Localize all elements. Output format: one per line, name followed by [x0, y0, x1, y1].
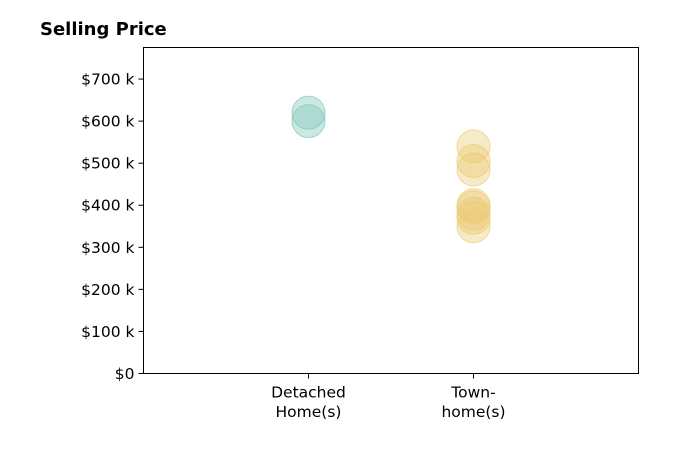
data-point-townhomes [456, 209, 491, 244]
data-point-detached [291, 104, 326, 139]
plot-frame [143, 47, 639, 374]
y-tick-label: $300 k [81, 239, 134, 257]
y-tick-label: $400 k [81, 197, 134, 215]
data-point-townhomes [456, 152, 491, 187]
x-tick-label-detached: Detached [271, 384, 346, 402]
x-tick-label-townhomes: Town- [450, 384, 495, 402]
y-tick-label: $200 k [81, 281, 134, 299]
data-point-detached [291, 95, 326, 130]
data-point-townhomes [456, 196, 491, 231]
data-points [291, 95, 491, 244]
x-tick-label-townhomes: home(s) [441, 403, 505, 421]
x-tick-label-detached: Home(s) [276, 403, 342, 421]
y-tick-label: $0 [115, 365, 135, 383]
data-point-townhomes [456, 200, 491, 235]
chart-title: Selling Price [40, 19, 167, 40]
y-tick-label: $500 k [81, 155, 134, 173]
data-point-townhomes [456, 144, 491, 179]
data-point-townhomes [456, 129, 491, 164]
y-axis: $0 $100 k $200 k $300 k $400 k $500 k $600 k $7… [81, 71, 144, 383]
y-tick-label: $100 k [81, 323, 134, 341]
y-tick-label: $600 k [81, 113, 134, 131]
y-tick-label: $700 k [81, 71, 134, 89]
